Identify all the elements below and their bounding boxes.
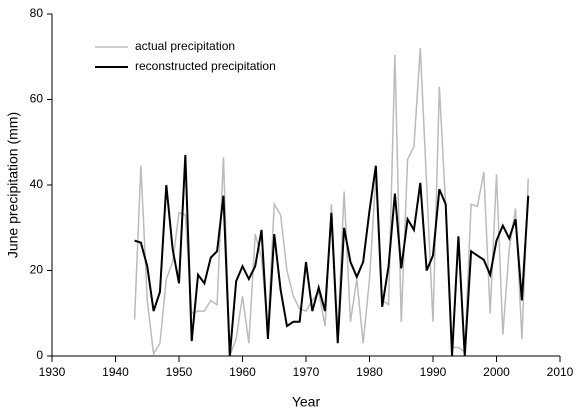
x-tick-label: 2010 (547, 365, 574, 379)
x-tick-label: 1990 (420, 365, 447, 379)
y-tick-label: 40 (30, 177, 44, 191)
legend-label: actual precipitation (135, 39, 235, 53)
x-tick-label: 1930 (39, 365, 66, 379)
series-line (134, 155, 530, 357)
x-tick-label: 1960 (229, 365, 256, 379)
y-tick-label: 0 (36, 348, 43, 362)
legend-label: reconstructed precipitation (135, 59, 276, 73)
x-tick-label: 1950 (166, 365, 193, 379)
y-tick-label: 20 (30, 263, 44, 277)
x-axis-label: Year (292, 394, 321, 410)
x-tick-label: 1980 (356, 365, 383, 379)
y-tick-label: 60 (30, 92, 44, 106)
series-line (133, 48, 529, 357)
x-tick-label: 2000 (483, 365, 510, 379)
y-axis-label: June precipitation (mm) (5, 112, 21, 258)
y-tick-label: 80 (30, 6, 44, 20)
x-tick-label: 1940 (102, 365, 129, 379)
x-tick-label: 1970 (293, 365, 320, 379)
